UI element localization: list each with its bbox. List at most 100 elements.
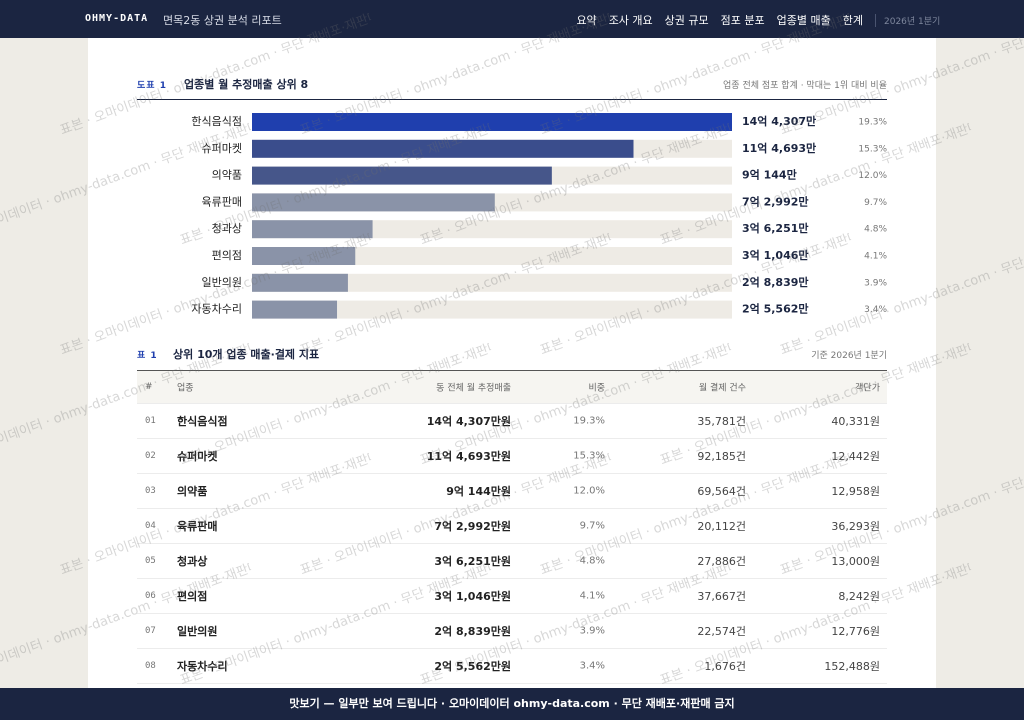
share-label: 19.3% bbox=[858, 118, 887, 128]
share-label: 4.1% bbox=[864, 252, 887, 262]
column-header: 동 전체 월 추정매출 bbox=[436, 383, 511, 394]
table-row: 02 슈퍼마켓 11억 4,693만원 15.3% 92,185건 12,442원 bbox=[137, 439, 887, 474]
table-row: 06 편의점 3억 1,046만원 4.1% 37,667건 8,242원 bbox=[137, 579, 887, 614]
table-row: 03 의약품 9억 144만원 12.0% 69,564건 12,958원 bbox=[137, 474, 887, 509]
cell: 92,185건 bbox=[697, 450, 746, 463]
table-title: 상위 10개 업종 매출·결제 지표 bbox=[173, 348, 320, 361]
table-row: 07 일반의원 2억 8,839만원 3.9% 22,574건 12,776원 bbox=[137, 614, 887, 649]
cell: 36,293원 bbox=[831, 520, 880, 533]
category-label: 자동차수리 bbox=[191, 303, 242, 316]
bar bbox=[252, 300, 338, 319]
nav-link[interactable]: 업종별 매출 bbox=[776, 14, 831, 27]
share-label: 3.9% bbox=[864, 278, 887, 288]
nav-link[interactable]: 조사 개요 bbox=[608, 14, 653, 27]
bar-track bbox=[252, 300, 732, 319]
bar bbox=[252, 220, 373, 239]
cell: 06 bbox=[145, 591, 156, 601]
brand[interactable]: OHMY-DATA bbox=[85, 13, 149, 24]
report-title: 면목2동 상권 분석 리포트 bbox=[163, 14, 282, 27]
table-label: 표 1 bbox=[137, 351, 158, 361]
nav-link[interactable]: 점포 분포 bbox=[720, 14, 765, 27]
share-label: 4.8% bbox=[864, 225, 887, 235]
cell: 35,781건 bbox=[697, 415, 746, 428]
cell: 8,242원 bbox=[838, 590, 880, 603]
category-label: 육류판매 bbox=[202, 195, 242, 208]
cell: 3억 1,046만원 bbox=[434, 590, 511, 603]
category-label: 의약품 bbox=[212, 168, 242, 182]
column-header: 비중 bbox=[588, 383, 605, 394]
cell: 19.3% bbox=[573, 415, 605, 427]
bar bbox=[252, 113, 732, 131]
cell: 01 bbox=[145, 416, 156, 426]
bar-track bbox=[252, 273, 732, 292]
bar bbox=[252, 247, 356, 265]
cell: 4.1% bbox=[579, 590, 605, 602]
category-label: 편의점 bbox=[212, 249, 242, 262]
cell: 1,676건 bbox=[704, 660, 746, 673]
cell: 청과상 bbox=[177, 555, 208, 568]
figure-title: 업종별 월 추정매출 상위 8 bbox=[184, 78, 309, 91]
cell: 03 bbox=[145, 486, 156, 496]
cell: 12,776원 bbox=[831, 625, 880, 638]
cell: 37,667건 bbox=[697, 590, 746, 603]
cell: 한식음식점 bbox=[177, 415, 228, 428]
cell: 3.4% bbox=[579, 660, 605, 672]
share-label: 15.3% bbox=[858, 144, 887, 154]
cell: 편의점 bbox=[177, 590, 208, 603]
period: 2026년 1분기 bbox=[875, 13, 940, 27]
cell: 05 bbox=[145, 556, 156, 566]
value-label: 9억 144만 bbox=[742, 168, 797, 182]
cell: 22,574건 bbox=[697, 625, 746, 638]
value-label: 11억 4,693만 bbox=[742, 141, 816, 155]
table-row: 05 청과상 3억 6,251만원 4.8% 27,886건 13,000원 bbox=[137, 544, 887, 579]
category-label: 일반의원 bbox=[202, 275, 242, 289]
value-label: 3억 1,046만 bbox=[742, 248, 809, 262]
cell: 14억 4,307만원 bbox=[426, 415, 511, 428]
bar-track bbox=[252, 247, 732, 265]
column-header: 월 결제 건수 bbox=[698, 383, 746, 394]
cell: 9.7% bbox=[579, 520, 605, 532]
nav-link[interactable]: 한계 bbox=[842, 14, 863, 27]
category-label: 슈퍼마켓 bbox=[202, 142, 242, 155]
cell: 7억 2,992만원 bbox=[434, 520, 511, 533]
nav-links: 요약 조사 개요 상권 규모 점포 분포 업종별 매출 한계 2026년 1분기 bbox=[576, 12, 940, 28]
value-label: 2억 5,562만 bbox=[742, 302, 809, 316]
table-note: 기준 2026년 1분기 bbox=[811, 351, 887, 361]
report-sheet: 도표 1 업종별 월 추정매출 상위 8 업종 전체 점포 합계 · 막대는 1… bbox=[88, 38, 936, 688]
figure-label: 도표 1 bbox=[137, 81, 167, 91]
bar-chart: 한식음식점 14억 4,307만 19.3% 슈퍼마켓 11억 4,693만 15.3% 의… bbox=[191, 113, 887, 319]
cell: 슈퍼마켓 bbox=[177, 450, 218, 463]
value-label: 14억 4,307만 bbox=[742, 114, 816, 128]
header-row: # 업종 동 전체 월 추정매출 비중 월 결제 건수 객단가 bbox=[137, 370, 887, 404]
cell: 의약품 bbox=[177, 485, 208, 498]
cell: 12.0% bbox=[573, 485, 605, 497]
cell: 07 bbox=[145, 626, 156, 636]
nav-link[interactable]: 상권 규모 bbox=[664, 14, 709, 27]
table-row: 01 한식음식점 14억 4,307만원 19.3% 35,781건 40,331원 bbox=[137, 404, 887, 439]
footer-banner: 맛보기 — 일부만 보여 드립니다 · 오마이데이터 ohmy-data.com… bbox=[0, 688, 1024, 720]
value-label: 2억 8,839만 bbox=[742, 275, 809, 289]
cell: 69,564건 bbox=[697, 485, 746, 498]
value-label: 3억 6,251만 bbox=[742, 221, 809, 235]
rule bbox=[137, 99, 887, 100]
nav-link[interactable]: 요약 bbox=[576, 14, 597, 27]
column-header: # bbox=[145, 382, 153, 392]
cell: 일반의원 bbox=[177, 625, 218, 638]
cell: 육류판매 bbox=[177, 520, 218, 533]
category-label: 한식음식점 bbox=[191, 115, 242, 128]
figure-note: 업종 전체 점포 합계 · 막대는 1위 대비 비율 bbox=[723, 81, 887, 91]
column-header: 업종 bbox=[177, 383, 194, 394]
data-table: # 업종 동 전체 월 추정매출 비중 월 결제 건수 객단가 01 한식음식점 14억 4,3… bbox=[137, 370, 887, 684]
cell: 15.3% bbox=[573, 450, 605, 462]
cell: 2억 8,839만원 bbox=[434, 625, 511, 638]
cell: 40,331원 bbox=[831, 415, 880, 428]
table-row: 04 육류판매 7억 2,992만원 9.7% 20,112건 36,293원 bbox=[137, 509, 887, 544]
cell: 13,000원 bbox=[831, 555, 880, 568]
cell: 2억 5,562만원 bbox=[434, 660, 511, 673]
bar bbox=[252, 273, 348, 292]
cell: 08 bbox=[145, 661, 156, 671]
bar bbox=[252, 193, 495, 212]
share-label: 12.0% bbox=[858, 171, 887, 181]
share-label: 3.4% bbox=[864, 305, 887, 315]
table-row: 08 자동차수리 2억 5,562만원 3.4% 1,676건 152,488원 bbox=[137, 649, 887, 684]
